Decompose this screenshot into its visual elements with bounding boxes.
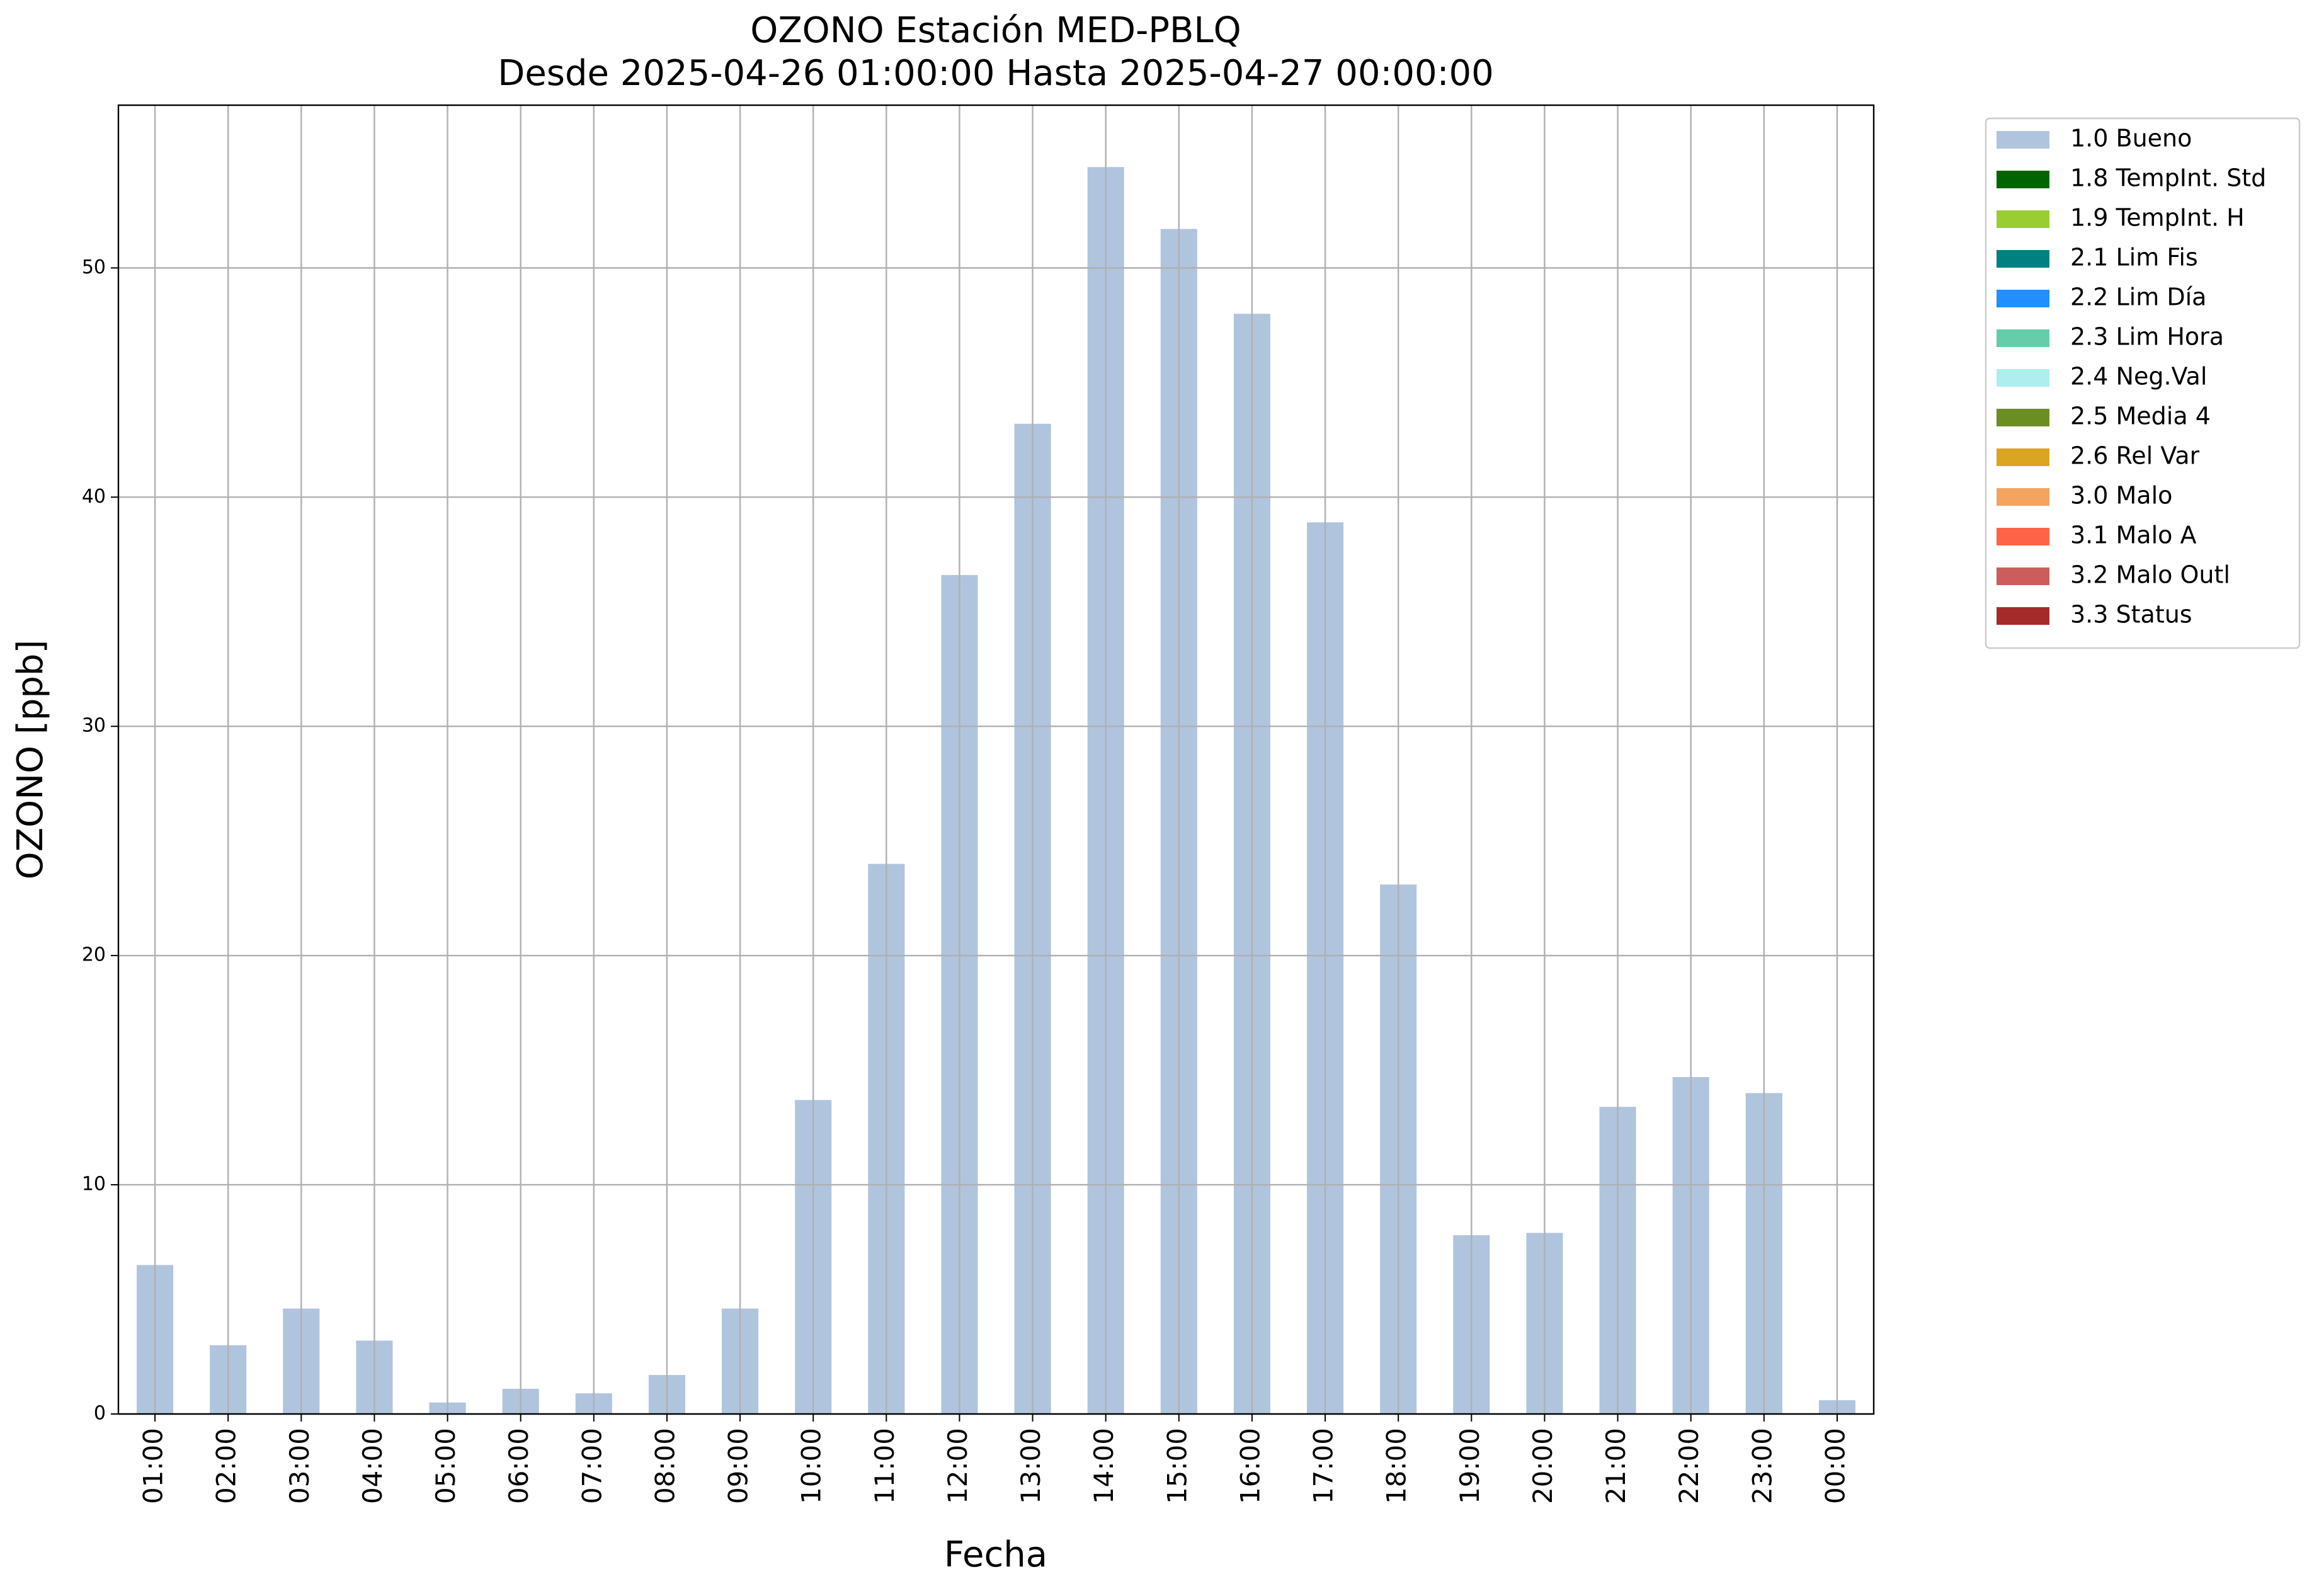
x-tick-label: 00:00 bbox=[1820, 1428, 1850, 1504]
x-tick-label: 04:00 bbox=[357, 1428, 388, 1504]
legend-label: 1.9 TempInt. H bbox=[2070, 204, 2245, 232]
x-tick-label: 20:00 bbox=[1527, 1428, 1558, 1504]
legend-box bbox=[1985, 117, 2301, 649]
legend-swatch bbox=[1997, 567, 2049, 585]
x-tick-label: 05:00 bbox=[430, 1428, 461, 1504]
legend-swatch bbox=[1997, 488, 2049, 506]
legend-label: 3.3 Status bbox=[2070, 601, 2192, 629]
legend-swatch bbox=[1997, 409, 2049, 426]
legend-swatch bbox=[1997, 528, 2049, 545]
y-tick-label: 30 bbox=[82, 715, 106, 737]
x-tick-label: 18:00 bbox=[1381, 1428, 1412, 1504]
x-tick-label: 10:00 bbox=[796, 1428, 827, 1504]
legend-swatch bbox=[1997, 131, 2049, 149]
x-tick-label: 12:00 bbox=[942, 1428, 973, 1504]
legend-label: 2.3 Lim Hora bbox=[2070, 323, 2224, 351]
legend-swatch bbox=[1997, 369, 2049, 387]
x-tick-label: 19:00 bbox=[1454, 1428, 1485, 1504]
legend-label: 1.8 TempInt. Std bbox=[2070, 164, 2266, 192]
x-tick-label: 23:00 bbox=[1746, 1428, 1777, 1504]
x-tick-label: 09:00 bbox=[723, 1428, 754, 1504]
legend-label: 2.1 Lim Fis bbox=[2070, 244, 2198, 271]
legend-label: 2.4 Neg.Val bbox=[2070, 363, 2207, 390]
x-tick-label: 11:00 bbox=[869, 1428, 900, 1504]
legend-label: 2.5 Media 4 bbox=[2070, 402, 2211, 430]
legend-swatch bbox=[1997, 329, 2049, 347]
legend-label: 3.1 Malo A bbox=[2070, 522, 2196, 549]
y-tick-label: 50 bbox=[82, 256, 106, 278]
x-tick-label: 13:00 bbox=[1015, 1428, 1046, 1504]
legend-swatch bbox=[1997, 171, 2049, 188]
legend-label: 1.0 Bueno bbox=[2070, 125, 2192, 152]
x-tick-label: 07:00 bbox=[576, 1428, 607, 1504]
chart-title: OZONO Estación MED-PBLQ bbox=[750, 10, 1241, 51]
y-axis-label: OZONO [ppb] bbox=[10, 640, 51, 880]
legend-swatch bbox=[1997, 210, 2049, 228]
legend-label: 2.2 Lim Día bbox=[2070, 283, 2206, 311]
x-tick-label: 01:00 bbox=[138, 1428, 169, 1504]
x-tick-label: 22:00 bbox=[1673, 1428, 1704, 1504]
x-tick-label: 17:00 bbox=[1308, 1428, 1339, 1504]
legend-swatch bbox=[1997, 290, 2049, 307]
legend-label: 3.2 Malo Outl bbox=[2070, 561, 2230, 589]
x-tick-label: 06:00 bbox=[503, 1428, 534, 1504]
plot-frame bbox=[117, 104, 1875, 1415]
x-tick-label: 02:00 bbox=[211, 1428, 242, 1504]
x-axis-label: Fecha bbox=[944, 1534, 1047, 1575]
y-tick-label: 20 bbox=[82, 944, 106, 966]
legend-swatch bbox=[1997, 607, 2049, 625]
x-tick-label: 16:00 bbox=[1234, 1428, 1265, 1504]
x-tick-label: 21:00 bbox=[1600, 1428, 1631, 1504]
legend-swatch bbox=[1997, 250, 2049, 268]
x-tick-label: 14:00 bbox=[1088, 1428, 1119, 1504]
y-tick-label: 10 bbox=[82, 1173, 106, 1195]
legend-label: 3.0 Malo bbox=[2070, 482, 2172, 510]
chart-subtitle: Desde 2025-04-26 01:00:00 Hasta 2025-04-… bbox=[498, 53, 1494, 94]
x-tick-label: 03:00 bbox=[284, 1428, 315, 1504]
y-tick-label: 40 bbox=[82, 486, 106, 508]
legend-swatch bbox=[1997, 448, 2049, 466]
x-tick-label: 08:00 bbox=[649, 1428, 680, 1504]
y-tick-label: 0 bbox=[94, 1403, 106, 1425]
legend-label: 2.6 Rel Var bbox=[2070, 442, 2200, 470]
x-tick-label: 15:00 bbox=[1161, 1428, 1192, 1504]
